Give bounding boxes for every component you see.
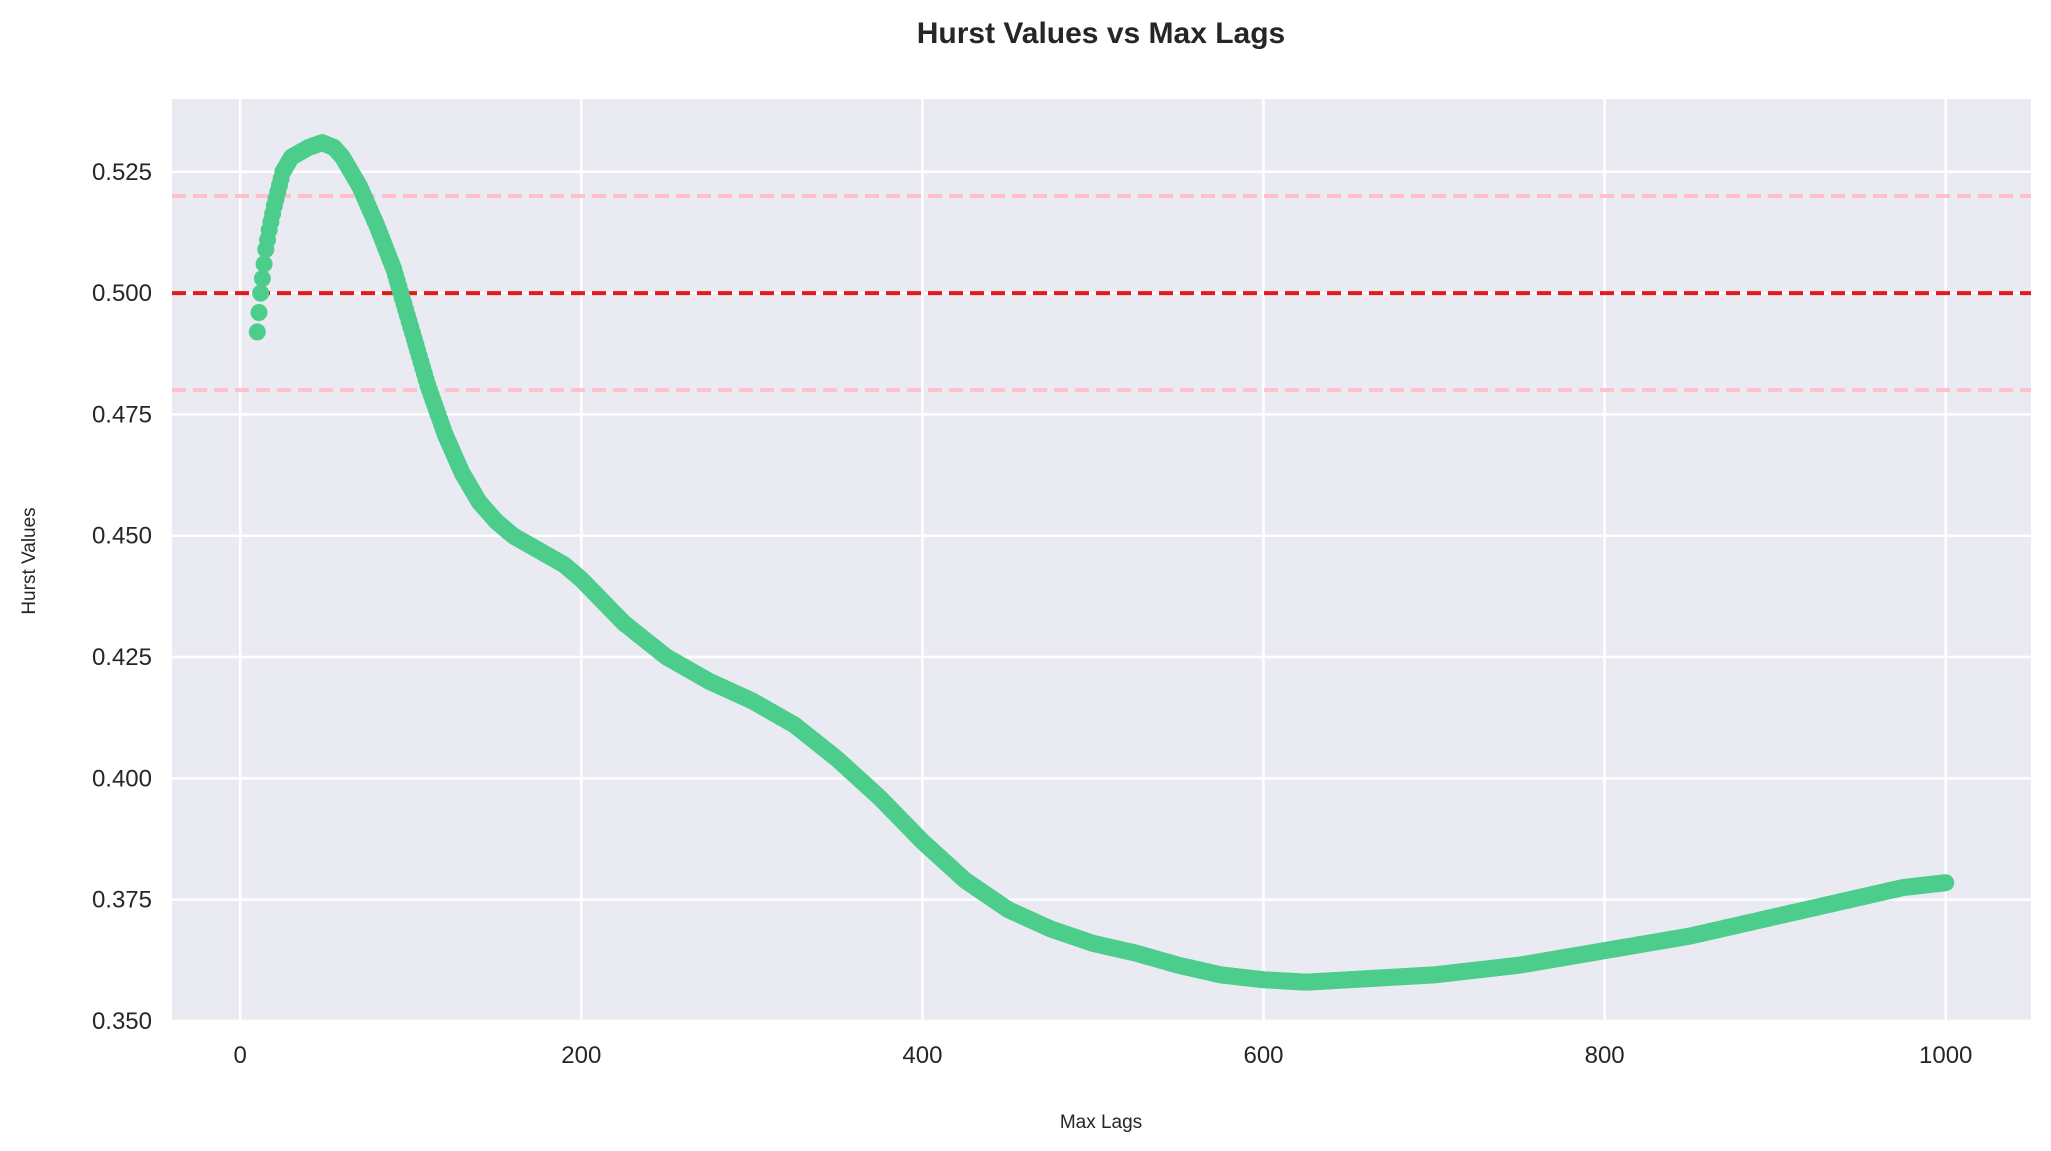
- data-point: [248, 323, 266, 341]
- data-point: [255, 255, 273, 273]
- y-tick-label: 0.500: [92, 280, 152, 307]
- x-tick-label: 0: [234, 1042, 247, 1069]
- y-tick-label: 0.425: [92, 644, 152, 671]
- y-axis-label: Hurst Values: [19, 507, 40, 614]
- y-tick-label: 0.475: [92, 401, 152, 428]
- data-point: [1937, 874, 1955, 892]
- x-tick-label: 200: [561, 1042, 601, 1069]
- chart-title: Hurst Values vs Max Lags: [917, 17, 1286, 50]
- x-tick-label: 800: [1585, 1042, 1625, 1069]
- x-tick-label: 400: [902, 1042, 942, 1069]
- plot-area: [172, 99, 2031, 1021]
- y-tick-label: 0.525: [92, 159, 152, 186]
- data-point: [250, 304, 268, 322]
- data-point: [252, 284, 270, 302]
- x-tick-labels: 0 200 400 600 800 1000: [234, 1042, 1973, 1069]
- x-tick-label: 600: [1243, 1042, 1283, 1069]
- data-series: [248, 134, 1955, 991]
- y-tick-labels: 0.350 0.375 0.400 0.425 0.450 0.475 0.500 0.525: [92, 159, 152, 1035]
- data-point: [253, 270, 271, 288]
- y-tick-label: 0.375: [92, 887, 152, 914]
- x-axis-label: Max Lags: [1060, 1112, 1142, 1133]
- y-tick-label: 0.350: [92, 1008, 152, 1035]
- y-tick-label: 0.450: [92, 523, 152, 550]
- y-tick-label: 0.400: [92, 765, 152, 792]
- x-tick-label: 1000: [1919, 1042, 1972, 1069]
- reference-lines: [172, 194, 2031, 393]
